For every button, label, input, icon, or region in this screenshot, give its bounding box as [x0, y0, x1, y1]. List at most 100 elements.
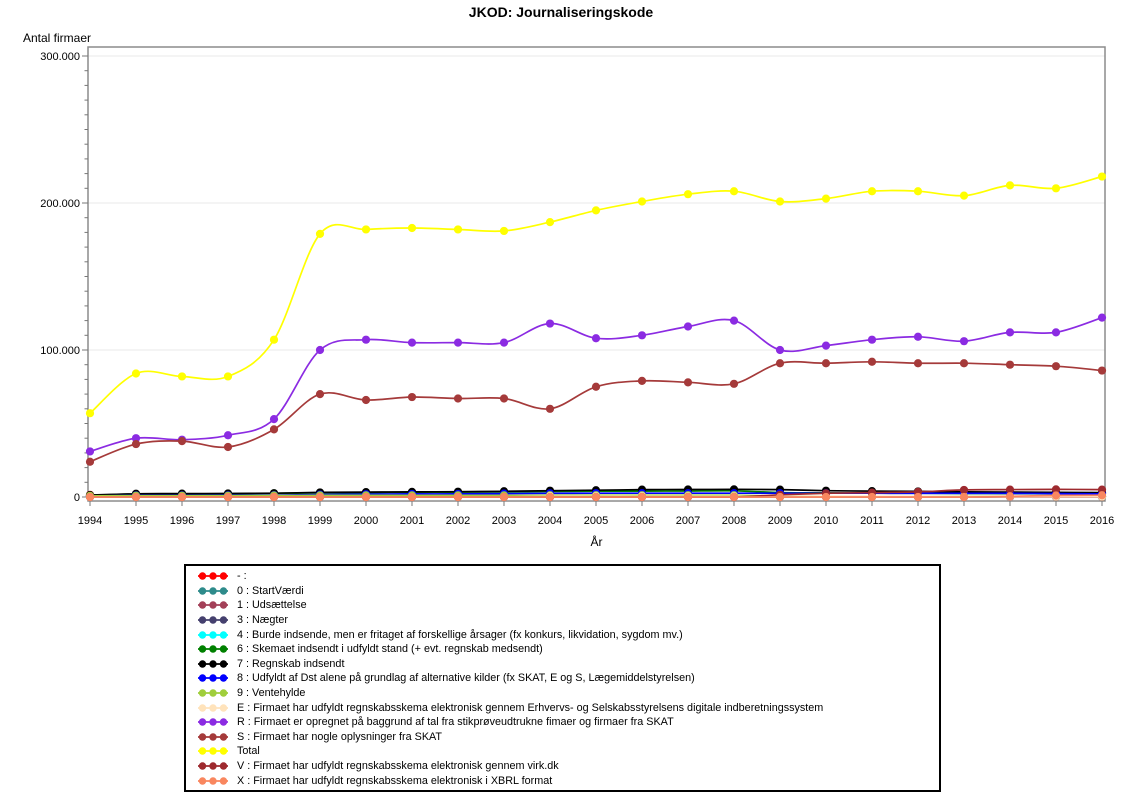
x-tick-label: 2002: [446, 515, 470, 527]
x-tick-label: 1999: [308, 515, 332, 527]
series-marker-Total: [867, 187, 877, 196]
y-tick-label: 300.000: [40, 51, 80, 63]
series-marker-S: [1005, 360, 1015, 369]
x-axis-title: År: [590, 535, 603, 549]
series-marker-X: [131, 492, 141, 502]
legend-item: - :: [196, 569, 939, 584]
series-marker-X: [361, 492, 371, 502]
x-tick-label: 1997: [216, 515, 240, 527]
series-marker-Total: [591, 206, 601, 215]
series-marker-X: [1051, 491, 1061, 500]
legend-box: - :0 : StartVærdi 1 : Udsættelse 3 : Nægte…: [184, 564, 941, 792]
series-marker-R: [361, 335, 371, 344]
legend-item-label: R : Firmaet er opregnet på baggrund af t…: [237, 716, 674, 729]
legend-item-label: 3 : Nægter: [237, 614, 289, 627]
series-marker-R: [775, 345, 785, 355]
series-marker-Total: [959, 191, 969, 200]
series-marker-Total: [637, 197, 647, 206]
series-marker-X: [683, 492, 693, 502]
legend-item-label: V : Firmaet har udfyldt regnskabsskema e…: [237, 760, 559, 773]
series-marker-X: [1005, 492, 1015, 501]
series-marker-S: [1097, 366, 1107, 375]
legend-marker-icon: [198, 762, 228, 770]
legend-item-label: 0 : StartVærdi: [237, 584, 304, 597]
series-marker-R: [223, 431, 233, 440]
series-marker-Total: [131, 369, 141, 378]
series-marker-Total: [729, 187, 739, 196]
series-marker-R: [453, 338, 463, 347]
legend-marker-icon: [198, 616, 228, 624]
legend-marker-icon: [198, 601, 228, 610]
legend-item: S : Firmaet har nogle oplysninger fra SK…: [196, 730, 939, 745]
series-marker-Total: [453, 225, 463, 234]
series-marker-Total: [85, 409, 95, 418]
series-marker-X: [959, 492, 969, 502]
legend-item: V : Firmaet har udfyldt regnskabsskema e…: [196, 759, 939, 774]
series-marker-V: [959, 485, 969, 495]
x-tick-label: 2007: [676, 515, 700, 527]
legend-marker-icon: [198, 747, 228, 756]
series-marker-R: [1005, 328, 1015, 337]
legend-item: R : Firmaet er opregnet på baggrund af t…: [196, 715, 939, 730]
series-marker-X: [821, 492, 831, 502]
series-marker-Total: [821, 194, 831, 203]
legend-item: 0 : StartVærdi: [196, 584, 939, 599]
series-marker-R: [85, 447, 95, 456]
series-marker-X: [637, 492, 647, 502]
x-tick-label: 2015: [1044, 515, 1068, 527]
series-marker-S: [85, 457, 95, 466]
series-line-S: [89, 360, 1103, 463]
legend-item-label: 4 : Burde indsende, men er fritaget af f…: [237, 628, 683, 641]
legend-item-label: 6 : Skemaet indsendt i udfyldt stand (+ …: [237, 643, 543, 656]
series-marker-R: [729, 316, 739, 325]
series-marker-R: [821, 341, 831, 350]
x-tick-label: 2010: [814, 515, 838, 527]
series-marker-Total: [775, 197, 785, 206]
series-marker-R: [269, 414, 279, 424]
x-tick-label: 2009: [768, 515, 792, 527]
series-marker-S: [453, 394, 463, 403]
series-marker-R: [131, 434, 141, 443]
series-marker-S: [683, 378, 693, 387]
x-tick-label: 2005: [584, 515, 608, 527]
series-marker-R: [407, 338, 417, 347]
x-tick-label: 2012: [906, 515, 930, 527]
series-marker-Total: [1051, 184, 1061, 193]
series-marker-Total: [269, 335, 279, 344]
series-marker-V: [1005, 485, 1015, 494]
legend-marker-icon: [198, 645, 228, 653]
legend-marker-icon: [198, 630, 228, 639]
series-marker-R: [1097, 313, 1107, 322]
series-marker-S: [407, 392, 417, 402]
series-marker-S: [867, 357, 877, 366]
series-marker-R: [637, 331, 647, 340]
legend-item: 3 : Nægter: [196, 613, 939, 628]
series-marker-X: [1097, 491, 1107, 500]
series-marker-S: [637, 376, 647, 385]
series-marker-X: [545, 492, 555, 502]
series-marker-R: [867, 335, 877, 344]
legend-marker-icon: [198, 689, 228, 697]
legend-item-label: 7 : Regnskab indsendt: [237, 657, 345, 670]
series-marker-X: [913, 492, 923, 502]
legend-item: 7 : Regnskab indsendt: [196, 657, 939, 672]
legend-marker-icon: [198, 660, 228, 668]
series-marker-S: [1051, 362, 1061, 371]
x-tick-label: 2013: [952, 515, 976, 527]
series-marker-S: [545, 404, 555, 413]
x-tick-label: 1998: [262, 515, 286, 527]
series-marker-X: [315, 492, 325, 502]
series-marker-X: [223, 492, 233, 502]
series-marker-S: [223, 442, 233, 452]
x-tick-label: 2001: [400, 515, 424, 527]
series-marker-X: [269, 492, 279, 502]
legend-item: 6 : Skemaet indsendt i udfyldt stand (+ …: [196, 642, 939, 657]
legend-item: 8 : Udfyldt af Dst alene på grundlag af …: [196, 671, 939, 686]
y-tick-label: 200.000: [40, 198, 80, 210]
series-marker-X: [729, 492, 739, 502]
series-marker-Total: [361, 225, 371, 234]
series-marker-S: [315, 390, 325, 399]
legend-item: Total: [196, 744, 939, 759]
legend-item: 9 : Ventehylde: [196, 686, 939, 701]
